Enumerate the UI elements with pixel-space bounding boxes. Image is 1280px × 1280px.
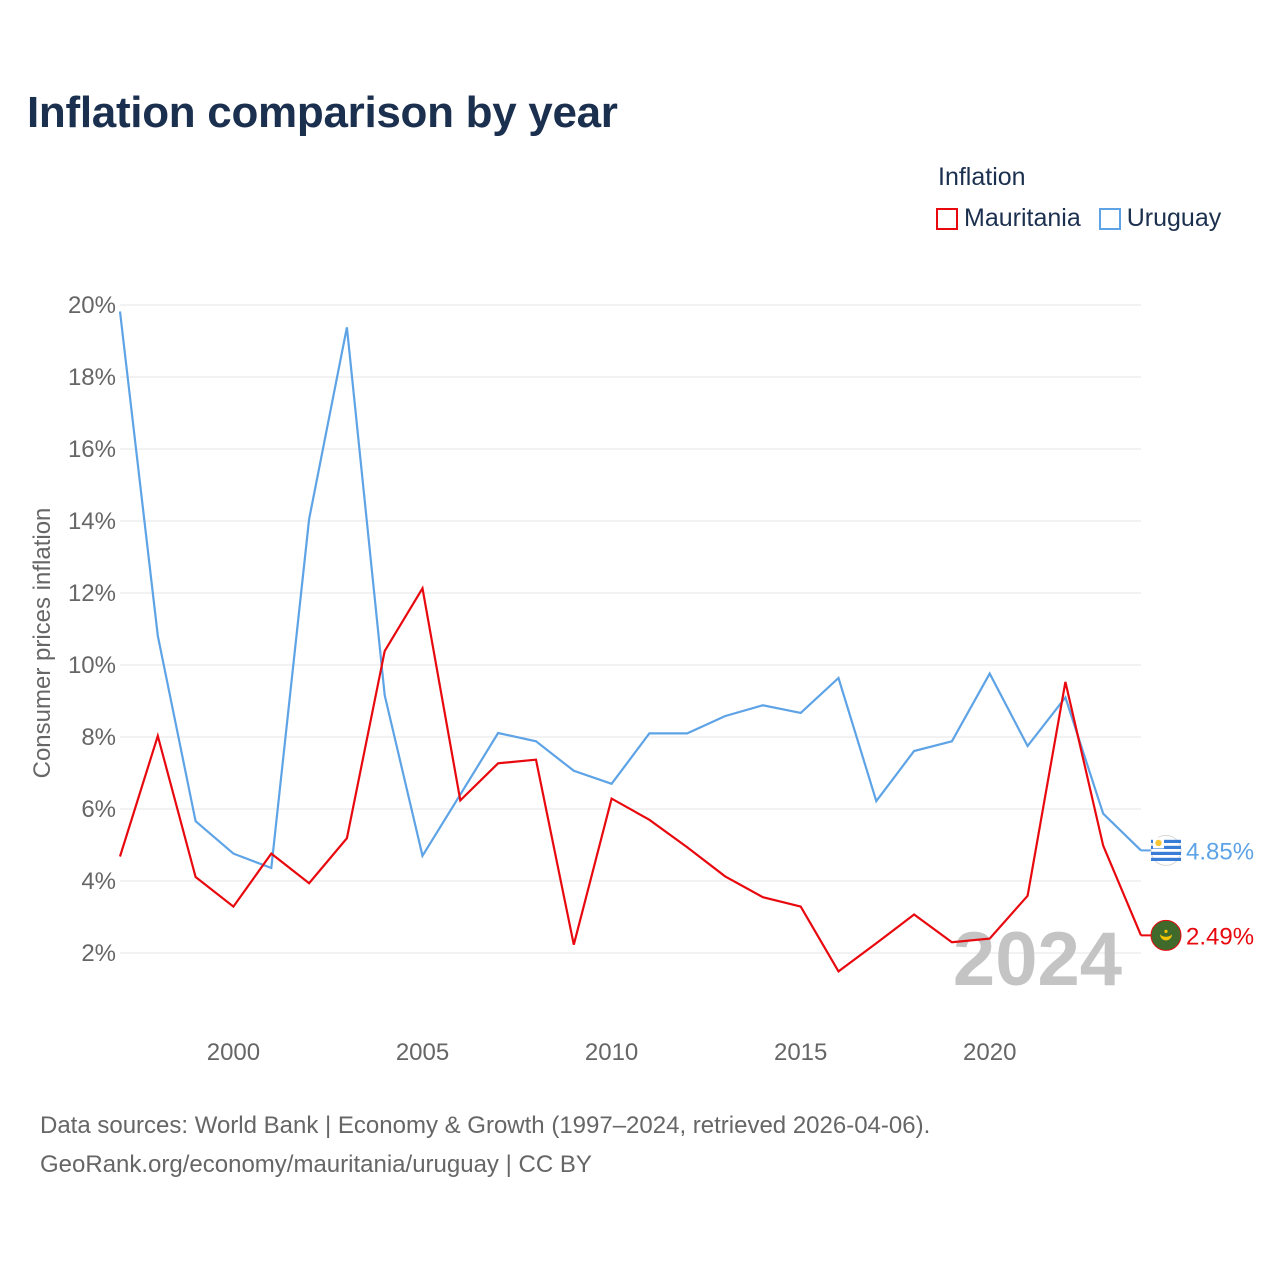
source-url-text[interactable]: GeoRank.org/economy/mauritania/uruguay |… [40, 1151, 592, 1178]
y-tick-label: 2% [81, 940, 116, 967]
star-icon [1164, 929, 1168, 933]
x-tick-label: 2005 [396, 1039, 449, 1066]
y-tick-label: 10% [68, 652, 116, 679]
crescent-icon [1160, 934, 1172, 941]
x-tick-label: 2015 [774, 1039, 827, 1066]
footer: Data sources: World Bank | Economy & Gro… [40, 1106, 930, 1184]
end-label-uruguay: 4.85% [1186, 838, 1254, 865]
series-line-uruguay [118, 311, 1142, 870]
mauritania-flag-icon [1150, 919, 1182, 951]
x-tick-label: 2010 [585, 1039, 638, 1066]
y-tick-label: 14% [68, 508, 116, 535]
legend-item-mauritania[interactable]: Mauritania [936, 204, 1081, 233]
legend-title: Inflation [938, 163, 1026, 191]
y-tick-label: 4% [81, 868, 116, 895]
legend: Mauritania Uruguay [936, 204, 1221, 233]
flag-stripe [1151, 851, 1181, 855]
legend-label-uruguay: Uruguay [1126, 204, 1222, 232]
y-tick-label: 12% [68, 580, 116, 607]
legend-item-uruguay[interactable]: Uruguay [1098, 204, 1222, 233]
x-tick-label: 2020 [963, 1039, 1016, 1066]
y-axis-label: Consumer prices inflation [29, 508, 56, 779]
sun-icon [1155, 839, 1162, 847]
flag-stripe [1151, 839, 1181, 843]
legend-swatch-uruguay [1098, 207, 1121, 230]
legend-label-mauritania: Mauritania [964, 204, 1081, 232]
year-watermark: 2024 [953, 917, 1122, 1002]
flag-stripe [1151, 845, 1181, 849]
chart-title: Inflation comparison by year [27, 88, 618, 137]
y-tick-label: 18% [68, 364, 116, 391]
data-source-text: Data sources: World Bank | Economy & Gro… [40, 1112, 931, 1139]
line-chart: 2% 4% 6% 8% 10% 12% 14% 16% 18% 20% 2000 2005 2010 20… [29, 292, 1254, 1066]
y-tick-label: 16% [68, 436, 116, 463]
series-line-mauritania [118, 585, 1143, 974]
y-tick-label: 6% [81, 796, 116, 823]
y-tick-label: 20% [68, 292, 116, 319]
y-tick-label: 8% [81, 724, 116, 751]
flag-stripe [1151, 857, 1181, 861]
legend-swatch-mauritania [936, 207, 958, 230]
end-label-mauritania: 2.49% [1186, 923, 1254, 950]
x-tick-label: 2000 [207, 1039, 260, 1066]
